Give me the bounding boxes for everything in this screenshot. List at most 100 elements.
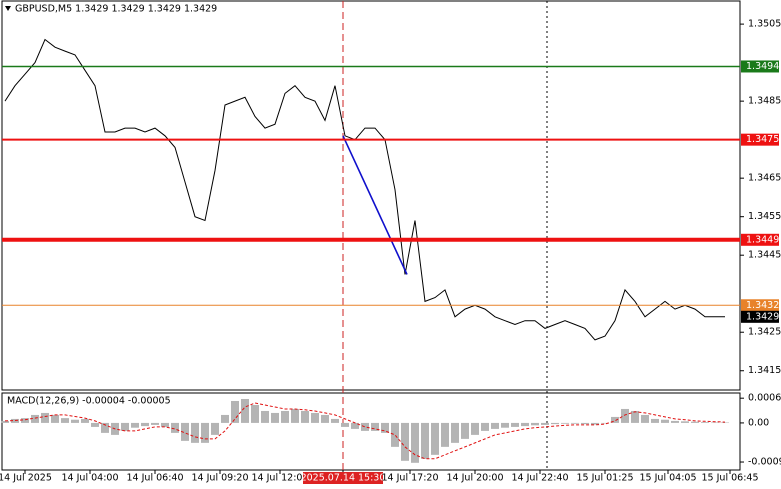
x-tick-label: 14 Jul 12:00	[252, 473, 309, 484]
histogram-bar	[631, 410, 639, 423]
histogram-bar	[381, 422, 389, 433]
chart-title: GBPUSD,M5 1.3429 1.3429 1.3429 1.3429	[15, 4, 217, 15]
histogram-bar	[361, 422, 369, 431]
histogram-bar	[681, 421, 689, 423]
histogram-bar	[711, 422, 719, 424]
level-label: 1.3429	[746, 311, 779, 322]
histogram-bar	[201, 422, 209, 443]
histogram-bar	[511, 422, 519, 427]
level-label-box	[741, 60, 779, 73]
histogram-bar	[101, 422, 109, 433]
histogram-bar	[621, 408, 629, 423]
y-tick-label: 1.3415	[748, 365, 781, 376]
price-line	[4, 38, 725, 341]
histogram-bar	[281, 410, 289, 423]
histogram-bar	[401, 422, 409, 461]
histogram-bar	[171, 422, 179, 433]
histogram-bar	[451, 422, 459, 443]
level-label-box	[741, 233, 779, 246]
x-tick-label: 14 Jul 09:20	[192, 473, 249, 484]
x-tick-label: 15 Jul 04:05	[640, 473, 697, 484]
histogram-bar	[661, 419, 669, 423]
histogram-bar	[461, 422, 469, 439]
histogram-bar	[541, 422, 549, 425]
histogram-bar	[311, 412, 319, 423]
x-tick-label: 14 Jul 22:40	[512, 473, 569, 484]
histogram-bar	[391, 422, 399, 447]
histogram-bar	[81, 418, 89, 423]
x-tick-label: 15 Jul 06:45	[702, 473, 759, 484]
x-tick-label: 14 Jul 2025	[0, 473, 52, 484]
macd-frame	[1, 392, 741, 471]
histogram-bar	[501, 422, 509, 428]
histogram-bar	[291, 408, 299, 423]
histogram-bar	[41, 412, 49, 423]
histogram-bar	[61, 418, 69, 423]
y-tick-label: 1.3465	[748, 173, 781, 184]
histogram-bar	[21, 418, 29, 423]
x-tick-highlight	[303, 472, 383, 484]
histogram-bar	[241, 398, 249, 423]
histogram-bar	[71, 419, 79, 423]
histogram-bar	[231, 400, 239, 423]
y-tick-label: 1.3425	[748, 327, 781, 338]
histogram-bar	[491, 422, 499, 429]
x-tick-label: 14 Jul 20:00	[447, 473, 504, 484]
histogram-bar	[421, 422, 429, 459]
histogram-bar	[321, 414, 329, 423]
x-tick-label: 14 Jul 04:00	[62, 473, 119, 484]
histogram-bar	[441, 422, 449, 447]
histogram-bar	[571, 422, 579, 424]
histogram-bar	[691, 421, 699, 423]
x-tick-label: 15 Jul 01:25	[577, 473, 634, 484]
histogram-bar	[1, 420, 9, 423]
x-tick-label: 14 Jul 06:40	[127, 473, 184, 484]
signal-line	[4, 402, 726, 460]
histogram-bar	[141, 422, 149, 427]
trend-line	[342, 135, 408, 275]
histogram-bar	[11, 418, 19, 423]
histogram-bar	[591, 422, 599, 425]
histogram-bar	[521, 422, 529, 427]
histogram-bar	[701, 422, 709, 423]
histogram-bar	[191, 422, 199, 443]
y-tick-label: 1.3485	[748, 96, 781, 107]
histogram-bar	[371, 422, 379, 431]
level-label-box	[741, 310, 779, 323]
histogram-bar	[161, 422, 169, 427]
level-label: 1.3494	[746, 61, 779, 72]
histogram-bar	[251, 404, 259, 423]
x-tick-label: 2025.07.14 15:30	[301, 473, 386, 484]
histogram-bar	[301, 410, 309, 423]
histogram-bar	[91, 422, 99, 427]
histogram-bar	[431, 422, 439, 455]
histogram-bar	[671, 420, 679, 423]
histogram-bar	[331, 418, 339, 423]
histogram-bar	[651, 418, 659, 423]
histogram-bar	[31, 414, 39, 423]
histogram-bar	[261, 410, 269, 423]
histogram-bar	[611, 416, 619, 423]
histogram-bar	[551, 422, 559, 425]
histogram-bar	[51, 414, 59, 423]
histogram-bar	[601, 422, 609, 424]
y-tick-label: 1.3455	[748, 211, 781, 222]
x-tick-label: 14 Jul 17:20	[382, 473, 439, 484]
histogram-bar	[471, 422, 479, 435]
level-label: 1.3432	[746, 300, 779, 311]
histogram-bar	[581, 422, 589, 425]
histogram-bar	[351, 422, 359, 429]
histogram-bar	[121, 422, 129, 431]
macd-title: MACD(12,26,9) -0.00004 -0.00005	[7, 396, 171, 407]
level-label-box	[741, 299, 779, 312]
y-tick-label: 1.3445	[748, 250, 781, 261]
level-label: 1.3475	[746, 134, 779, 145]
histogram-bar	[641, 414, 649, 423]
histogram-bar	[561, 422, 569, 424]
histogram-bar	[721, 422, 729, 424]
histogram-bar	[411, 422, 419, 463]
price-frame	[1, 0, 741, 391]
level-label: 1.3449	[746, 234, 779, 245]
